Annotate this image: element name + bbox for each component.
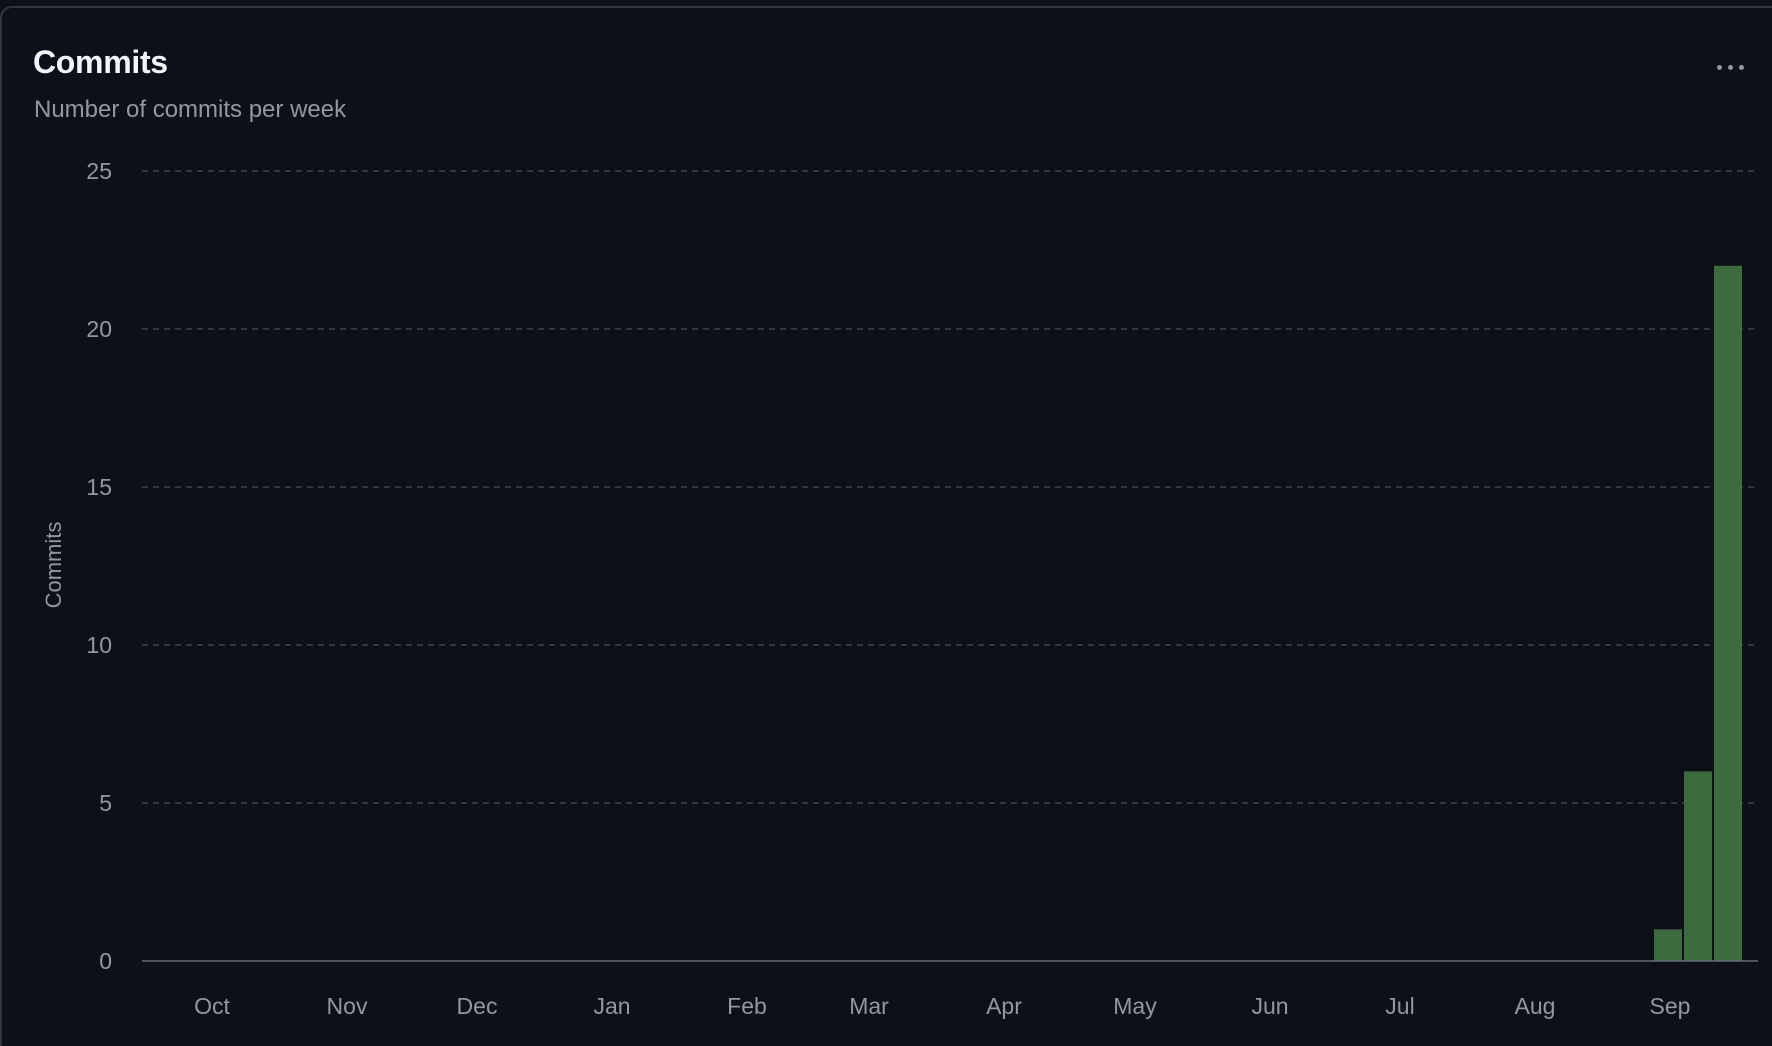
more-options-button[interactable] [1700,50,1760,84]
y-tick-label: 10 [86,632,112,658]
y-axis-ticks: 0 5 10 15 20 25 [86,158,112,974]
x-tick-label: May [1113,993,1157,1019]
y-axis-title: Commits [41,522,66,609]
x-tick-label: Apr [986,993,1022,1019]
kebab-dot [1738,64,1744,70]
x-tick-label: Feb [727,993,767,1019]
x-tick-label: Aug [1515,993,1556,1019]
kebab-dot [1727,64,1733,70]
y-tick-label: 15 [86,474,112,500]
y-tick-label: 25 [86,158,112,184]
x-tick-label: Sep [1650,993,1691,1019]
x-tick-label: Mar [849,993,889,1019]
kebab-horizontal-icon [1716,64,1722,70]
y-tick-label: 5 [99,790,112,816]
commit-bar[interactable] [1654,929,1682,961]
y-tick-label: 0 [99,948,112,974]
bars [1654,265,1742,961]
commit-bar[interactable] [1684,771,1712,961]
grid-lines [142,170,1758,804]
x-tick-label: Dec [457,993,498,1019]
y-tick-label: 20 [86,316,112,342]
commits-card [0,6,1772,1046]
x-tick-label: Jun [1251,993,1288,1019]
x-axis-ticks: Oct Nov Dec Jan Feb Mar Apr May Jun Jul Aug Sep [194,993,1690,1019]
x-tick-label: Nov [327,993,368,1019]
x-tick-label: Jul [1385,993,1414,1019]
x-tick-label: Oct [194,993,230,1019]
commit-bar[interactable] [1714,265,1742,961]
x-tick-label: Jan [593,993,630,1019]
chart-subtitle: Number of commits per week [34,96,347,123]
chart-title: Commits [33,44,168,80]
